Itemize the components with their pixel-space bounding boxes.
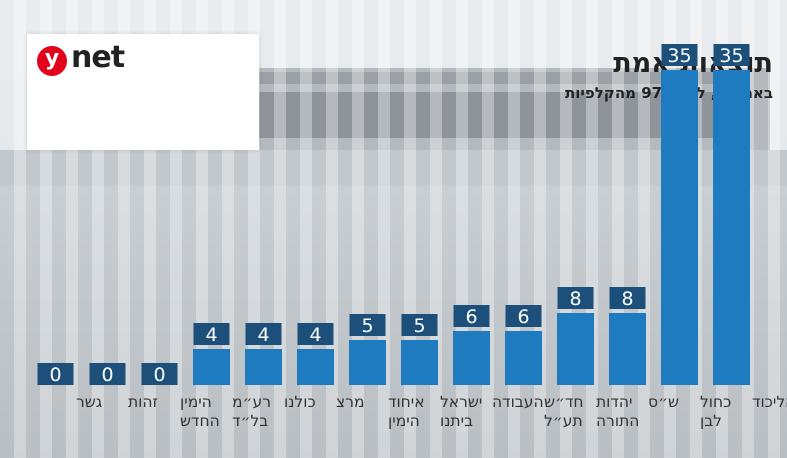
data-label: 4 [257, 324, 269, 346]
data-label: 5 [361, 315, 373, 337]
category-label: תע״ל [544, 412, 583, 430]
value-label-box [557, 287, 594, 309]
bar [505, 331, 542, 385]
data-label: 35 [667, 45, 691, 67]
category-label: ישראל [440, 393, 482, 411]
category-label: ביתנו [440, 412, 473, 430]
category-label: רע״מ [232, 393, 271, 411]
category-label: ש״ס [648, 393, 679, 411]
bar [661, 70, 698, 385]
value-label-box [349, 314, 386, 336]
value-label-box [453, 305, 490, 327]
data-label: 8 [621, 288, 633, 310]
data-label: 35 [719, 45, 743, 67]
bar [713, 70, 750, 385]
data-label: 8 [569, 288, 581, 310]
category-label: יהדות [596, 393, 632, 411]
category-label: לבן [700, 412, 722, 430]
value-label-box [89, 363, 126, 385]
data-label: 4 [309, 324, 321, 346]
value-label-box [193, 323, 230, 345]
ynet-logo-mark: y [37, 46, 67, 76]
category-label: גשר [76, 393, 102, 411]
value-label-box [713, 44, 750, 66]
category-label: העבודה [492, 393, 544, 411]
bar [349, 340, 386, 385]
data-label: 0 [101, 364, 113, 386]
value-label-box [245, 323, 282, 345]
value-label-box [141, 363, 178, 385]
category-label: החדש [180, 412, 220, 430]
value-label-box [505, 305, 542, 327]
bar [453, 331, 490, 385]
category-label: התורה [596, 412, 639, 430]
category-label: כחול [700, 393, 731, 411]
bar [609, 313, 646, 385]
data-label: 6 [517, 306, 529, 328]
value-label-box [609, 287, 646, 309]
category-label: זהות [128, 393, 158, 411]
data-label: 4 [205, 324, 217, 346]
category-label: מרצ [336, 393, 364, 411]
category-label: הליכוד [752, 393, 787, 411]
category-label: חד״ש [544, 393, 584, 411]
category-label: הימין [388, 412, 420, 430]
value-label-box [661, 44, 698, 66]
category-label: איחוד [388, 393, 425, 411]
category-label: בל״ד [232, 412, 268, 430]
bar [245, 349, 282, 385]
bar [401, 340, 438, 385]
header-panel: y net [27, 34, 259, 150]
data-label: 6 [465, 306, 477, 328]
bar [297, 349, 334, 385]
ynet-logo-wordmark: net [71, 40, 125, 75]
bar [557, 313, 594, 385]
data-label: 0 [49, 364, 61, 386]
value-label-box [401, 314, 438, 336]
bar [193, 349, 230, 385]
data-label: 0 [153, 364, 165, 386]
value-label-box [297, 323, 334, 345]
data-label: 5 [413, 315, 425, 337]
category-label: הימין [180, 393, 212, 411]
category-label: כולנו [284, 393, 316, 411]
value-label-box [37, 363, 74, 385]
